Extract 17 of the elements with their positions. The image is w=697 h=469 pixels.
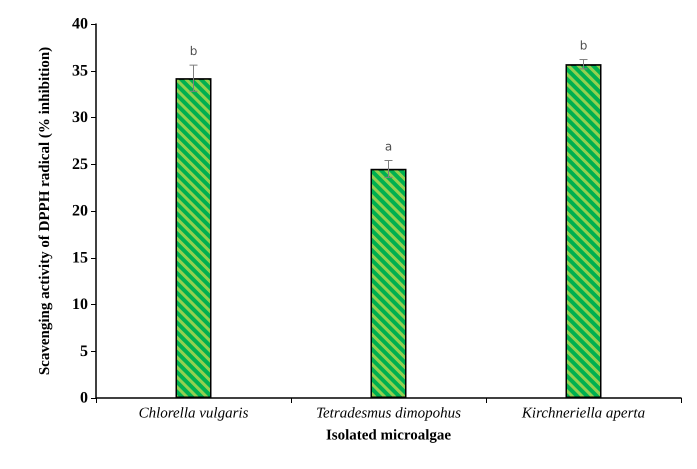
y-tick-label: 10 [72, 296, 88, 313]
x-axis-title: Isolated microalgae [326, 428, 452, 444]
annotation: b [190, 44, 198, 58]
y-tick-label: 35 [72, 62, 88, 80]
x-tick-label: Chlorella vulgaris [138, 406, 249, 422]
annotation: a [384, 140, 392, 154]
y-axis-title: Scavenging activity of DPPH radical (% inhibition) [37, 46, 53, 376]
x-tick-label: Kirchneriella aperta [520, 406, 646, 422]
annotation: b [580, 38, 588, 53]
y-tick-label: 40 [72, 16, 88, 32]
y-tick-label: 15 [72, 249, 88, 266]
x-tick-label: Tetradesmus dimopohus [316, 406, 462, 422]
y-tick-label: 5 [80, 342, 88, 360]
y-tick-label: 0 [80, 390, 88, 406]
y-tick-label: 30 [72, 109, 88, 126]
y-tick-label: 20 [72, 202, 88, 220]
y-tick-label: 25 [72, 156, 88, 173]
